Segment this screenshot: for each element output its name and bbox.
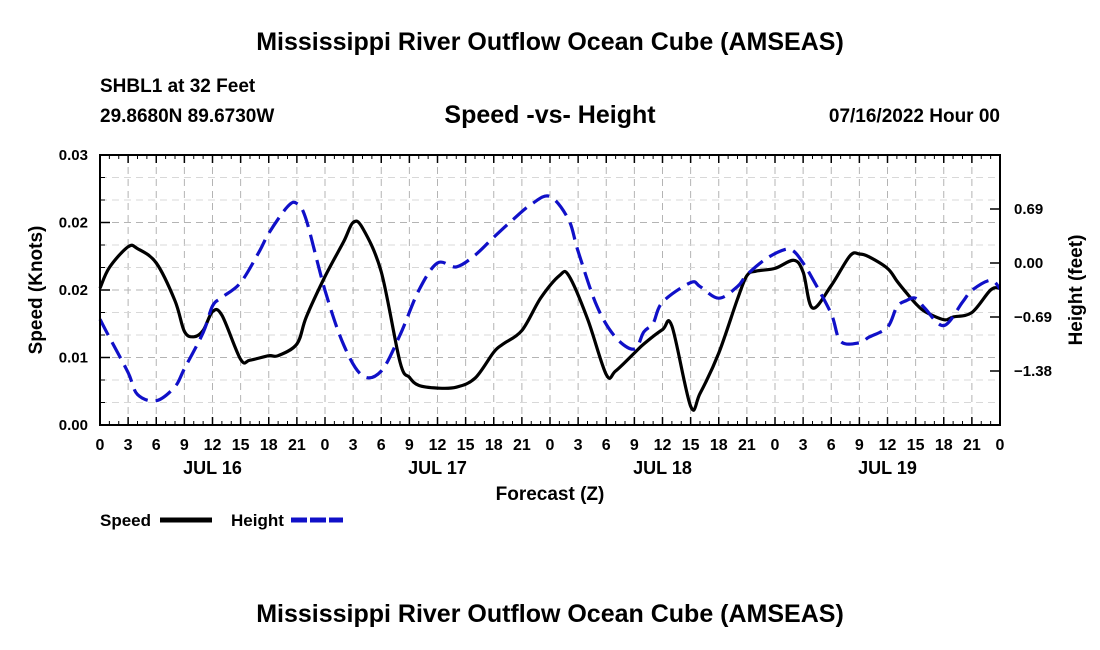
- chart-subtitle: Speed -vs- Height: [444, 101, 656, 129]
- x-tick-label: 18: [710, 437, 728, 454]
- legend-speed-label: Speed: [100, 511, 151, 530]
- x-tick-label: 3: [574, 437, 583, 454]
- y-axis-label: Speed (Knots): [26, 226, 47, 355]
- x-tick-label: 9: [405, 437, 414, 454]
- x-tick-label: 3: [349, 437, 358, 454]
- series-layer: [98, 194, 1002, 412]
- y2-tick-label: 0.69: [1014, 201, 1043, 218]
- x-tick-label: 0: [321, 437, 330, 454]
- station-label: SHBL1 at 32 Feet: [100, 76, 256, 97]
- x-tick-label: 0: [96, 437, 105, 454]
- date-label: JUL 17: [408, 458, 467, 478]
- x-tick-label: 6: [827, 437, 836, 454]
- footer-title: Mississippi River Outflow Ocean Cube (AM…: [256, 600, 844, 628]
- y2-tick-label: −0.69: [1014, 309, 1052, 326]
- y2-tick-label: 0.00: [1014, 255, 1043, 272]
- legend-height-label: Height: [231, 511, 284, 530]
- x-tick-label: 15: [232, 437, 250, 454]
- x-tick-label: 15: [907, 437, 925, 454]
- x-tick-label: 12: [654, 437, 672, 454]
- forecast-datetime: 07/16/2022 Hour 00: [828, 106, 1000, 127]
- x-tick-label: 12: [429, 437, 447, 454]
- x-tick-label: 0: [996, 437, 1005, 454]
- x-tick-label: 21: [288, 437, 306, 454]
- x-tick-label: 12: [879, 437, 897, 454]
- y-tick-label: 0.00: [59, 417, 88, 434]
- legend: Speed Height: [100, 511, 343, 530]
- x-tick-label: 12: [204, 437, 222, 454]
- x-tick-label: 3: [799, 437, 808, 454]
- height-series-line: [98, 194, 1002, 403]
- chart-main-title: Mississippi River Outflow Ocean Cube (AM…: [256, 28, 844, 56]
- x-tick-label: 9: [630, 437, 639, 454]
- x-tick-label: 0: [546, 437, 555, 454]
- x-tick-label: 15: [682, 437, 700, 454]
- tick-layer: 0 3 6 9 12 15 18 21 0 3 6 9 12 15 18 21 0 3 6 9 12 15 18 21 0 3 6 9…: [59, 147, 1052, 478]
- speed-series-line: [98, 219, 1001, 412]
- x-tick-label: 18: [485, 437, 503, 454]
- y-tick-label: 0.03: [59, 147, 88, 164]
- x-tick-label: 21: [513, 437, 531, 454]
- x-tick-label: 3: [124, 437, 133, 454]
- date-label: JUL 18: [633, 458, 692, 478]
- y2-axis-label: Height (feet): [1066, 235, 1087, 346]
- x-tick-label: 18: [260, 437, 278, 454]
- x-tick-label: 21: [738, 437, 756, 454]
- x-tick-label: 6: [602, 437, 611, 454]
- y-tick-label: 0.02: [59, 215, 88, 232]
- x-tick-label: 9: [180, 437, 189, 454]
- x-tick-label: 21: [963, 437, 981, 454]
- x-tick-label: 0: [771, 437, 780, 454]
- coordinates-label: 29.8680N 89.6730W: [100, 106, 275, 127]
- x-tick-label: 9: [855, 437, 864, 454]
- date-label: JUL 19: [858, 458, 917, 478]
- y2-tick-label: −1.38: [1014, 363, 1052, 380]
- x-tick-label: 6: [377, 437, 386, 454]
- x-tick-label: 6: [152, 437, 161, 454]
- x-tick-label: 18: [935, 437, 953, 454]
- date-label: JUL 16: [183, 458, 242, 478]
- x-tick-label: 15: [457, 437, 475, 454]
- y-tick-label: 0.01: [59, 350, 88, 367]
- y-tick-label: 0.02: [59, 282, 88, 299]
- x-axis-label: Forecast (Z): [496, 484, 605, 505]
